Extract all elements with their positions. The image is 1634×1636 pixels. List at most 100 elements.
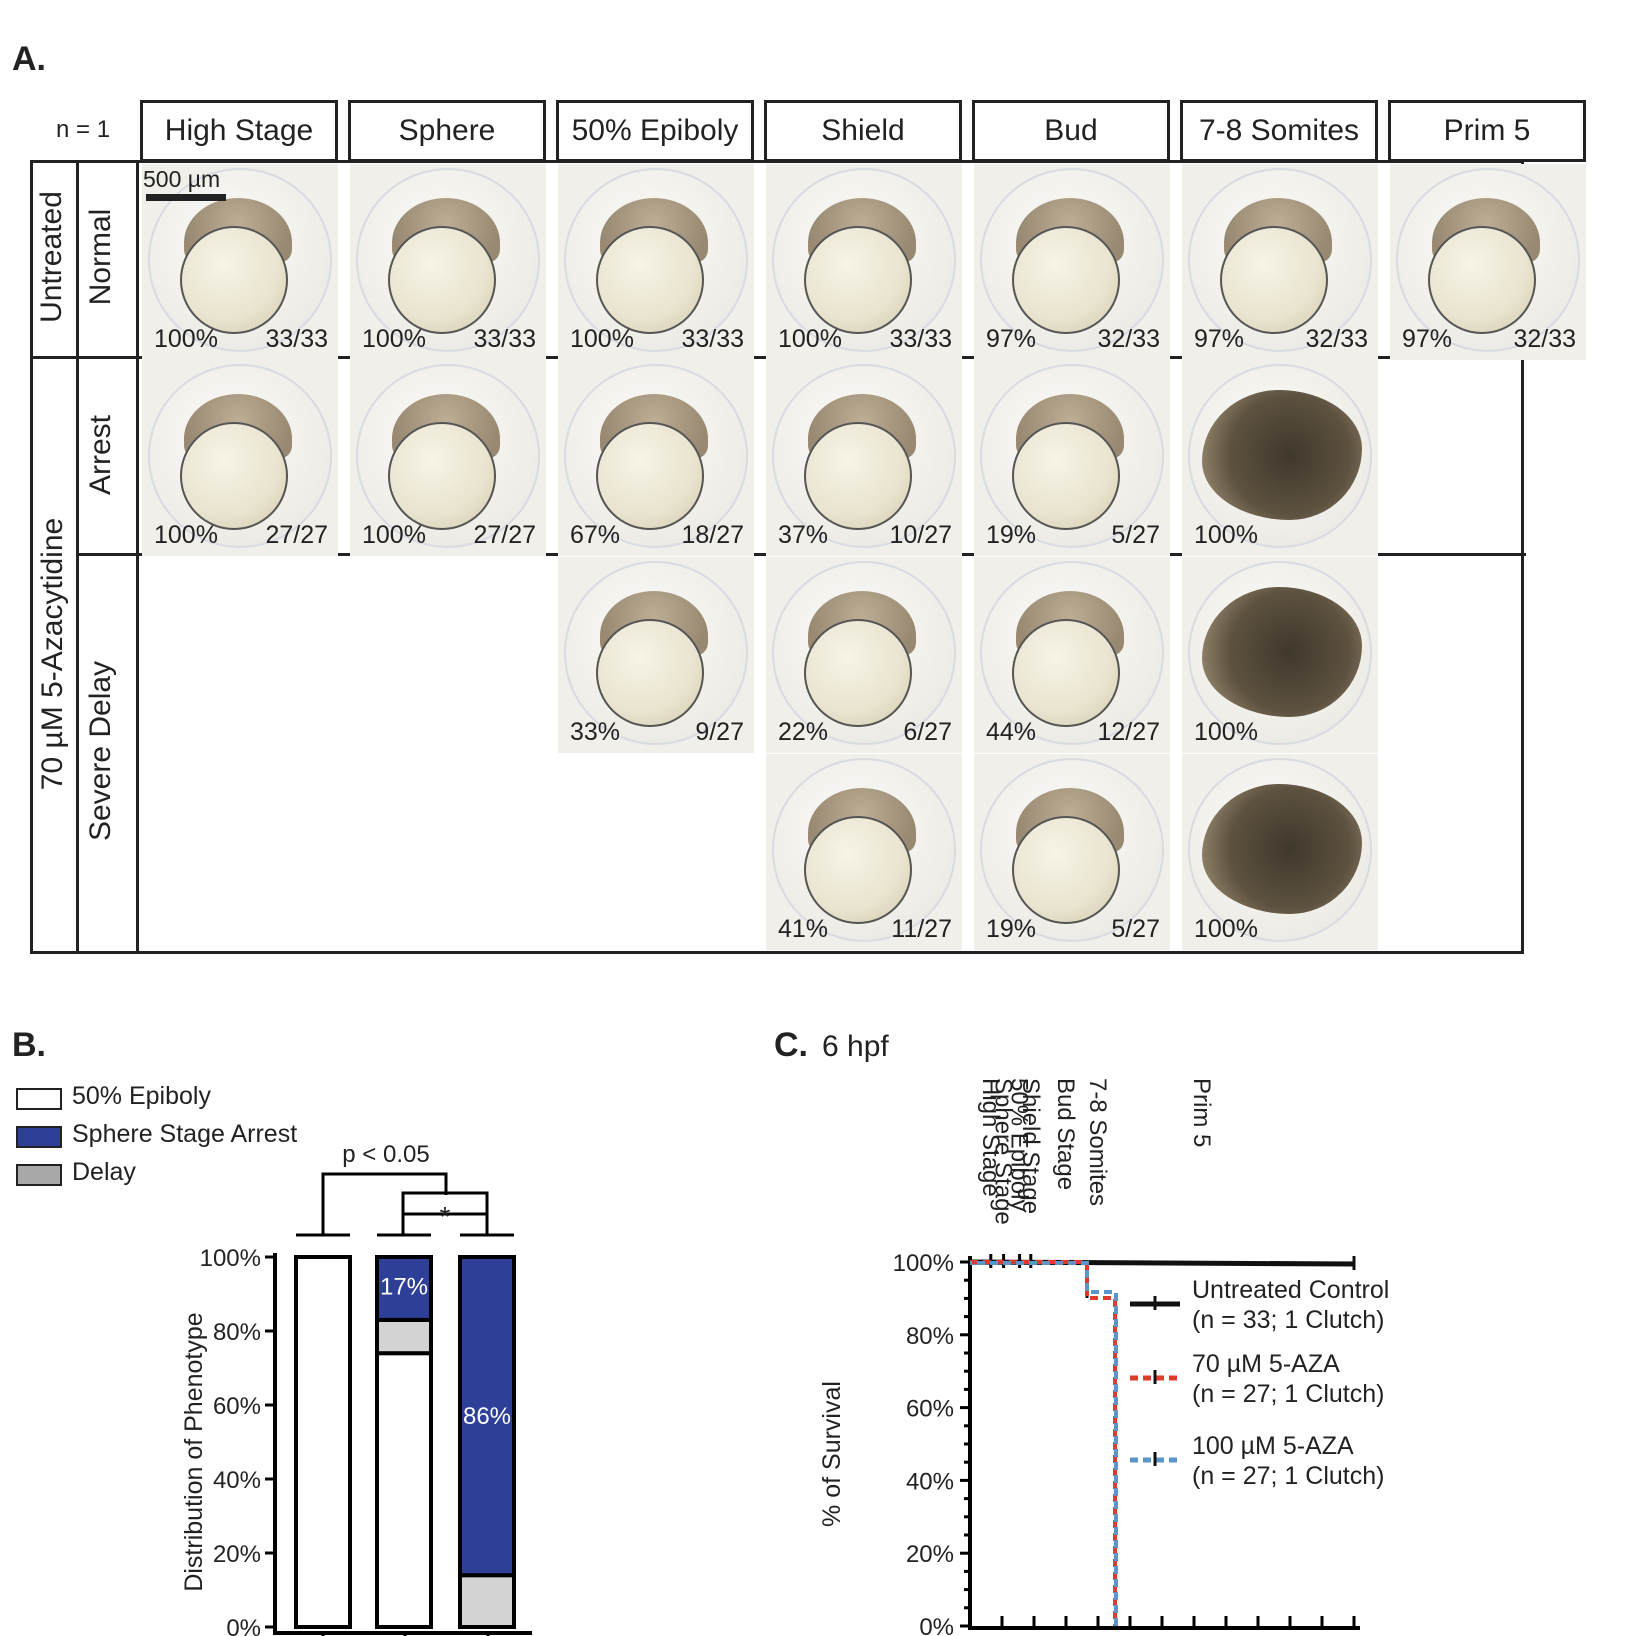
percent-label: 37% [778,521,829,549]
embryo-image-normal-2: 100% 33/33 [558,164,754,360]
b-bar-1-seg-1 [375,1317,433,1356]
c-ytick-label-3: 60% [906,1396,954,1423]
c-stage-marker-2: 50% Epiboly [1006,1078,1033,1211]
count-label: 6/27 [903,718,952,746]
percent-label: 19% [986,521,1037,549]
n-label: n = 1 [56,116,111,143]
row-label-normal: Normal [84,208,117,306]
stage-header-4: Bud [972,100,1170,162]
legend-swatch-2 [16,1164,62,1186]
necrotic-mass [1202,784,1362,914]
c-stage-marker-3: Shield Stage [1017,1078,1044,1214]
count-label: 33/33 [265,325,328,353]
panel-c-letter: C. [774,1026,808,1064]
embryo-image-delay-0: 33% 9/27 [558,557,754,753]
c-legend-sub-0: (n = 33; 1 Clutch) [1192,1306,1384,1334]
embryo-image-normal-1: 100% 33/33 [350,164,546,360]
b-bar-0-seg-0 [294,1255,352,1629]
c-series-70uM [970,1260,1117,1626]
legend-swatch-0 [16,1088,62,1110]
yolk [804,619,912,727]
c-ytick-label-2: 40% [906,1468,954,1495]
legend-label-0: 50% Epiboly [72,1082,211,1110]
count-label: 9/27 [695,718,744,746]
embryo-image-normal-5: 97% 32/33 [1182,164,1378,360]
b-ytick-label-1: 20% [213,1541,261,1568]
c-legend-sub-2: (n = 27; 1 Clutch) [1192,1462,1384,1490]
c-stage-marker-5: 7-8 Somites [1084,1078,1111,1206]
yolk [1012,619,1120,727]
grid-frame [30,160,1524,954]
embryo-image-arrest-1: 100% 27/27 [350,360,546,556]
count-label: 33/33 [681,325,744,353]
percent-label: 100% [154,325,218,353]
count-label: 5/27 [1111,521,1160,549]
percent-label: 41% [778,915,829,943]
b-bracket-p [321,1172,448,1235]
percent-label: 100% [1194,718,1258,746]
b-ytick-label-4: 80% [213,1319,261,1346]
legend-swatch-1 [16,1126,62,1148]
count-label: 18/27 [681,521,744,549]
row-label-arrest: Arrest [84,415,117,496]
stage-header-1: Sphere [348,100,546,162]
percent-label: 100% [778,325,842,353]
stage-header-6: Prim 5 [1388,100,1586,162]
necrotic-mass [1202,390,1362,520]
count-label: 27/27 [265,521,328,549]
percent-label: 100% [1194,521,1258,549]
c-ytick-label-1: 20% [906,1541,954,1568]
b-pvalue-label: p < 0.05 [342,1141,429,1168]
group-label-untreated: Untreated [35,191,68,323]
embryo-image-arrest-4: 19% 5/27 [974,360,1170,556]
percent-label: 22% [778,718,829,746]
b-bar-1-seg-2 [375,1255,433,1322]
c-ytick-label-0: 0% [919,1614,954,1636]
yolk [1012,226,1120,334]
b-star-label: * [440,1201,451,1232]
group-label-treated: 70 µM 5-Azacytidine [36,517,69,791]
c-stage-marker-6: Prim 5 [1188,1078,1215,1147]
b-y-label: Distribution of Phenotype [180,1312,208,1591]
embryo-image-delay-2: 44% 12/27 [974,557,1170,753]
percent-label: 100% [570,325,634,353]
embryo-image-dead-2: 100% [1182,754,1378,950]
stage-header-2: 50% Epiboly [556,100,754,162]
panel-c-subtitle: 6 hpf [822,1030,889,1063]
count-label: 33/33 [889,325,952,353]
percent-label: 97% [1194,325,1245,353]
count-label: 32/33 [1097,325,1160,353]
c-y-label: % of Survival [818,1381,846,1527]
percent-label: 33% [570,718,621,746]
stage-header-5: 7-8 Somites [1180,100,1378,162]
panel-b-chart: 0% 20% 40% 60% 80% 100% Distribution of Phenot… [180,1141,532,1636]
b-ytick-label-3: 60% [213,1393,261,1420]
embryo-image-delay2-1: 19% 5/27 [974,754,1170,950]
c-legend-name-0: Untreated Control [1192,1276,1389,1304]
embryo-image-dead-3: 100% [1182,557,1378,753]
percent-label: 44% [986,718,1037,746]
embryo-image-normal-4: 97% 32/33 [974,164,1170,360]
grid-divider-1 [76,160,79,954]
b-data-label-1: 86% [463,1403,511,1430]
legend-label-1: Sphere Stage Arrest [72,1120,298,1148]
yolk [1012,422,1120,530]
yolk [804,816,912,924]
necrotic-mass [1202,587,1362,717]
count-label: 32/33 [1513,325,1576,353]
percent-label: 100% [1194,915,1258,943]
count-label: 11/27 [891,915,952,943]
yolk [180,422,288,530]
percent-label: 100% [362,325,426,353]
yolk [1428,226,1536,334]
grid-divider-2 [136,160,139,954]
yolk [596,422,704,530]
yolk [804,226,912,334]
yolk [388,226,496,334]
yolk [804,422,912,530]
stage-header-3: Shield [764,100,962,162]
count-label: 27/27 [473,521,536,549]
c-stage-marker-0: High Stage [977,1078,1004,1197]
embryo-image-normal-3: 100% 33/33 [766,164,962,360]
b-bar-2-seg-0 [458,1573,516,1630]
